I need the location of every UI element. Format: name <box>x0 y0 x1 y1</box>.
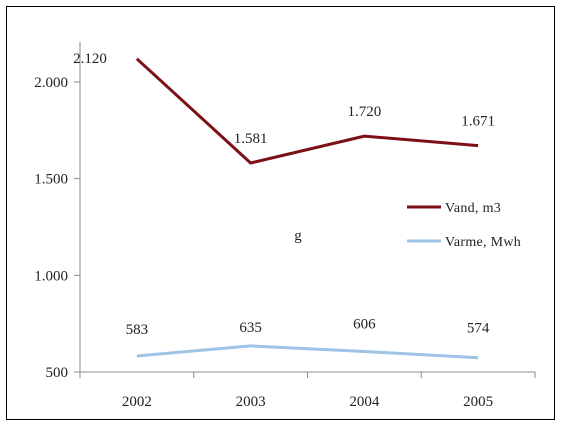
y-tick-label: 1.000 <box>34 268 68 284</box>
x-tick-label: 2002 <box>122 394 152 410</box>
data-label: 1.671 <box>461 114 495 130</box>
x-tick-label: 2003 <box>236 394 266 410</box>
data-label: 606 <box>353 317 376 333</box>
data-label: 583 <box>126 322 149 338</box>
data-label: 635 <box>239 320 262 336</box>
data-label: 2.120 <box>73 51 107 67</box>
x-tick-label: 2005 <box>463 394 493 410</box>
x-tick-label: 2004 <box>349 394 380 410</box>
data-label: 1.581 <box>234 131 268 147</box>
legend-label: Varme, Mwh <box>445 235 521 250</box>
data-label: 574 <box>467 321 490 337</box>
y-tick-label: 1.500 <box>34 172 68 188</box>
data-label: 1.720 <box>348 104 382 120</box>
series-line-vand <box>135 57 479 165</box>
y-tick-label: 2.000 <box>34 75 68 91</box>
y-tick-label: 500 <box>46 365 69 381</box>
series-line-varme <box>136 344 479 360</box>
legend-label: Vand, m3 <box>445 201 501 216</box>
chart-frame <box>6 6 555 420</box>
stray-text: g <box>294 228 302 244</box>
